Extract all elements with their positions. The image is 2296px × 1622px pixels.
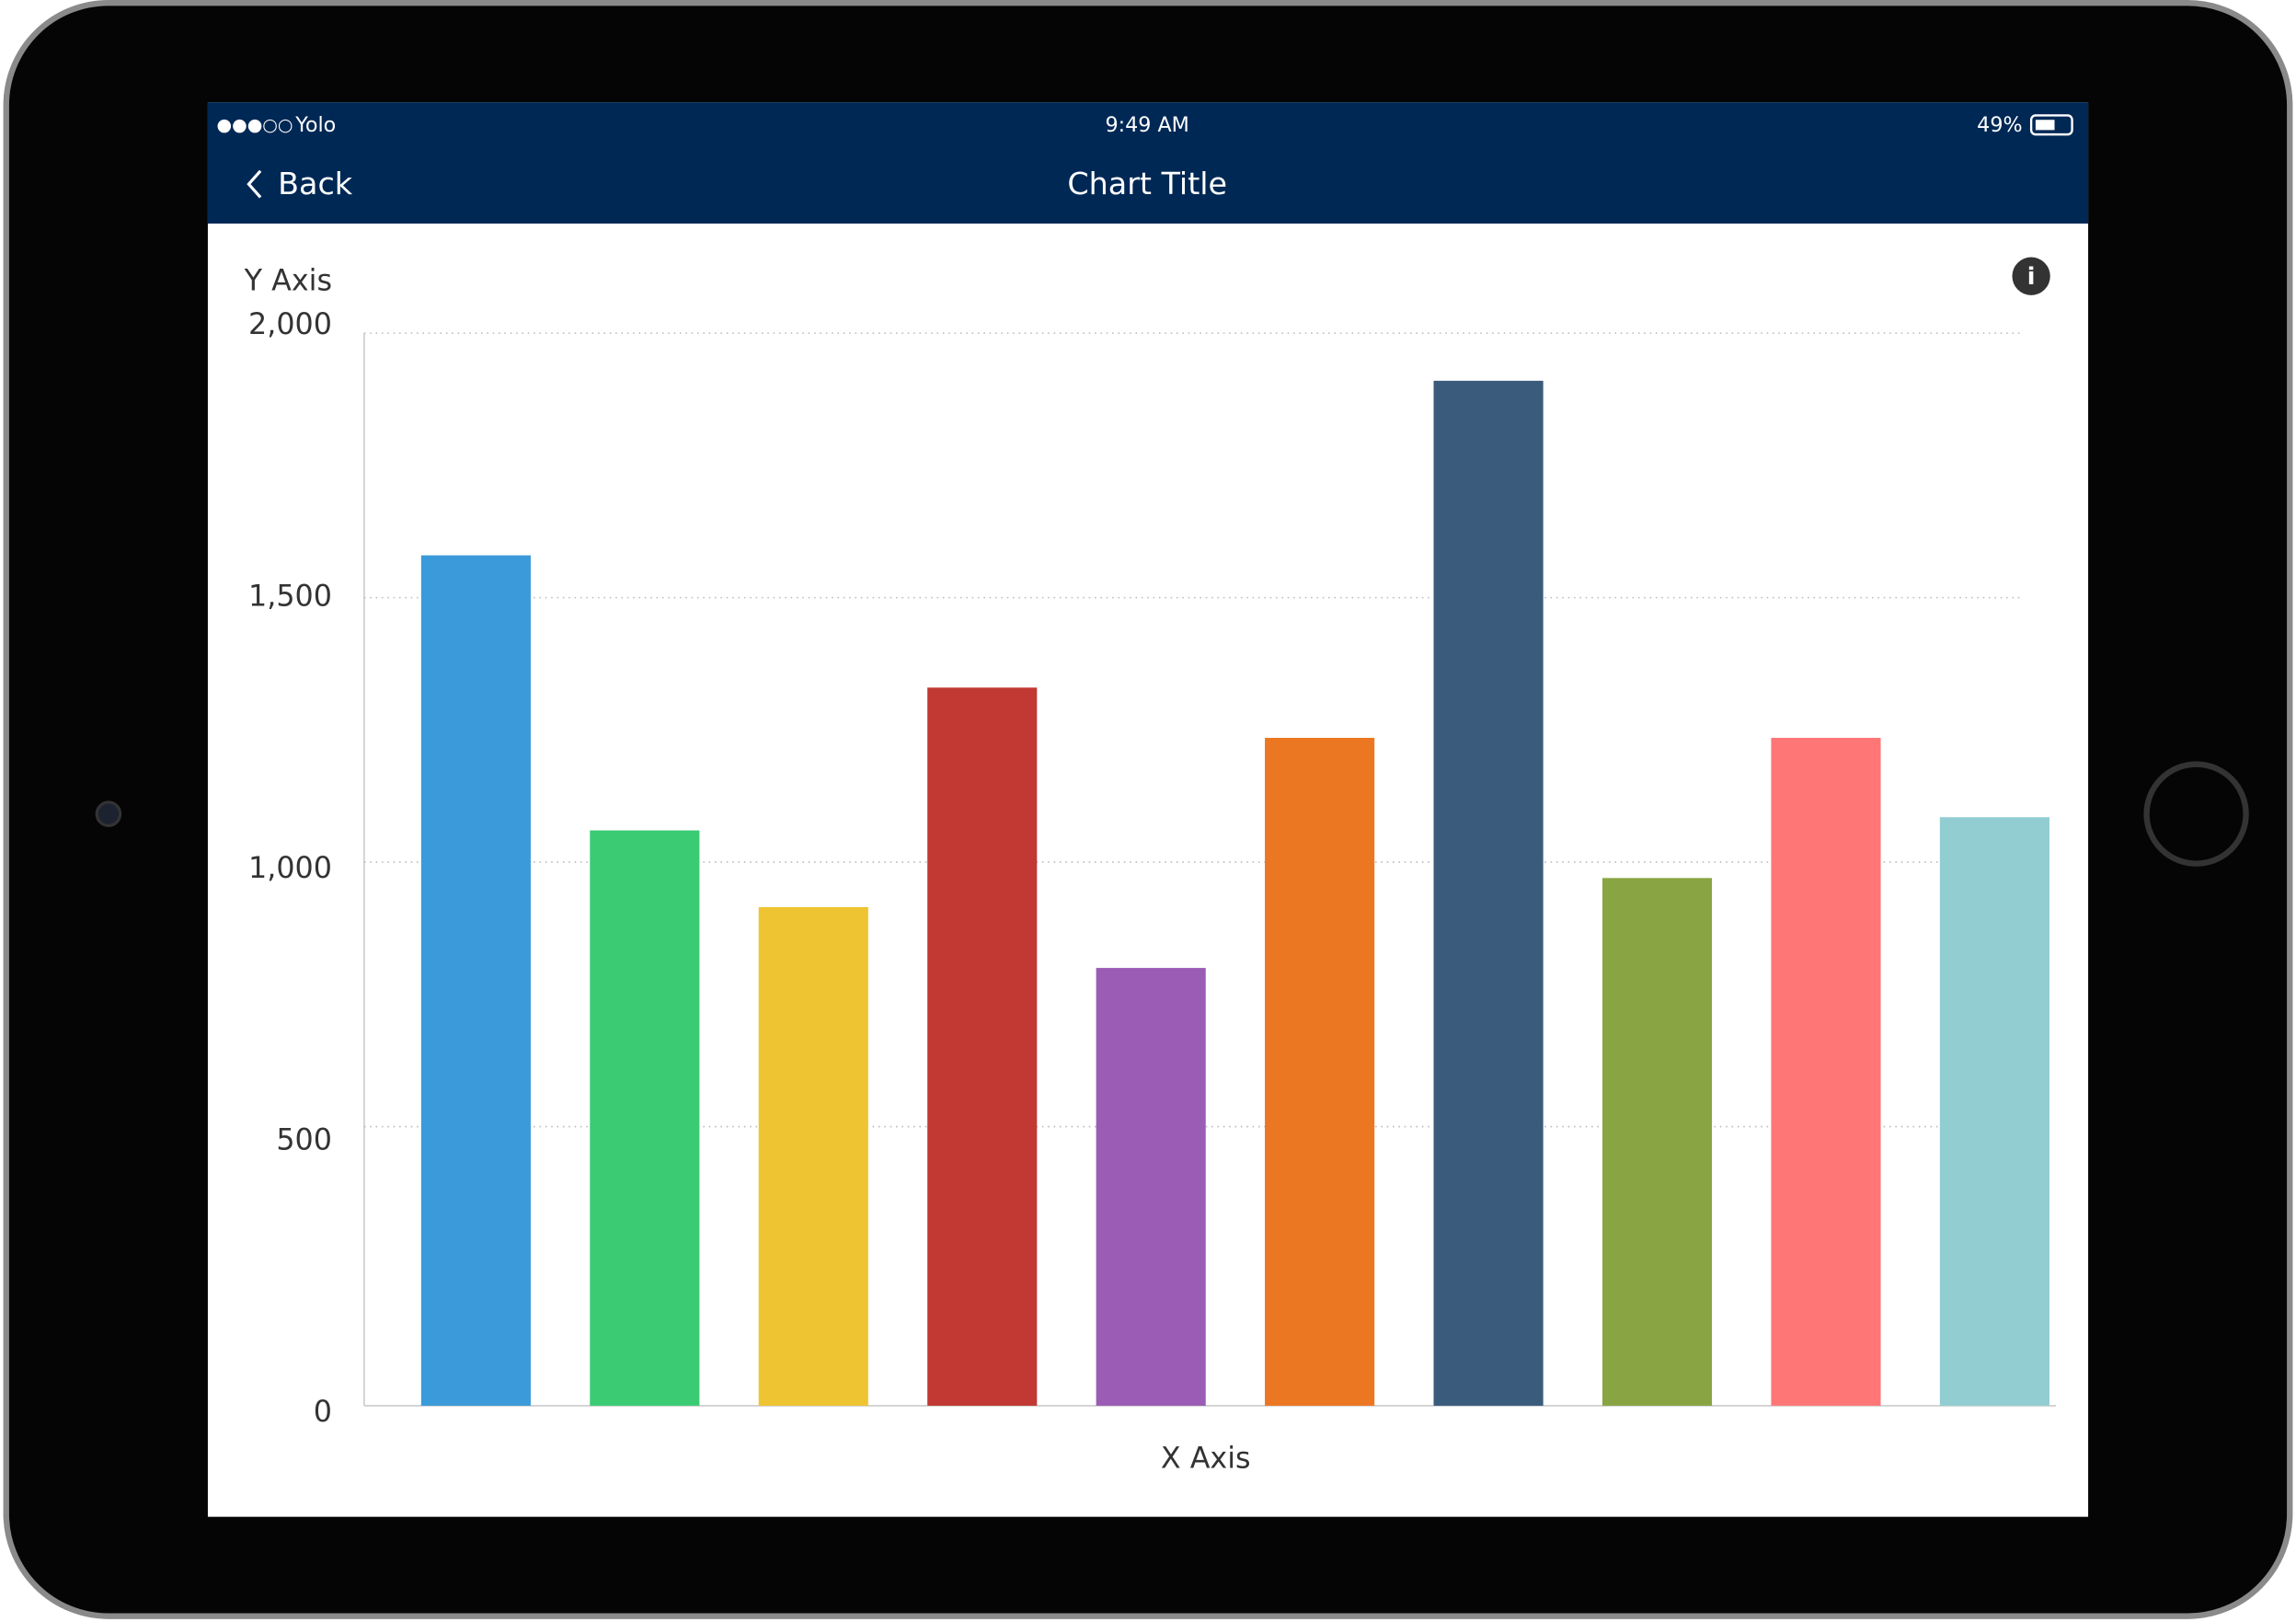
battery-icon [2029, 114, 2073, 136]
info-icon[interactable]: i [2027, 262, 2036, 290]
battery-text: 49% [1977, 113, 2022, 137]
time: 9:49 AM [1106, 113, 1189, 137]
bar [590, 830, 700, 1406]
carrier: Yolo [294, 113, 336, 137]
bar [1939, 817, 2049, 1406]
battery-level [2035, 120, 2055, 131]
bar [1096, 968, 1206, 1406]
back-chevron[interactable] [247, 169, 262, 199]
bar [1771, 737, 1881, 1406]
bar [927, 687, 1038, 1406]
y-tick-label: 2,000 [248, 308, 332, 341]
y-tick-label: 0 [314, 1396, 332, 1429]
y-tick-label: 500 [276, 1123, 332, 1156]
info-button[interactable] [2012, 257, 2050, 295]
nav-title: Chart Title [1067, 166, 1227, 201]
y-tick-label: 1,500 [248, 581, 332, 614]
bar [1265, 737, 1375, 1406]
camera [95, 800, 122, 827]
bar [420, 555, 531, 1406]
y-tick-label: 1,000 [248, 852, 332, 885]
home-button[interactable] [2143, 761, 2249, 867]
bar [1433, 380, 1544, 1406]
back-button[interactable]: Back [278, 166, 353, 201]
y-axis-title: Y Axis [244, 265, 332, 298]
bar [1601, 878, 1713, 1406]
signal: ●●●○○ [216, 115, 293, 135]
x-axis-title: X Axis [1161, 1443, 1251, 1476]
bar [758, 906, 868, 1406]
nav-bar [207, 102, 2089, 224]
